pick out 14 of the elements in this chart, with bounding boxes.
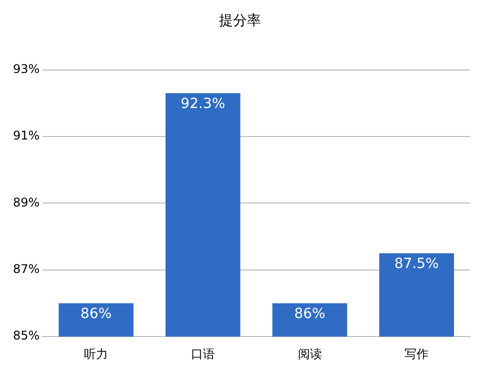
y-tick-label: 89%: [13, 195, 40, 210]
data-label: 92.3%: [180, 96, 226, 112]
y-tick-label: 93%: [13, 62, 40, 76]
x-tick-label: 写作: [404, 346, 429, 361]
y-tick-label: 85%: [13, 328, 40, 343]
data-label: 86%: [294, 306, 326, 322]
data-label: 87.5%: [394, 256, 439, 272]
y-tick-label: 87%: [13, 262, 40, 276]
x-tick-label: 阅读: [298, 346, 322, 361]
y-tick-label: 91%: [13, 128, 40, 143]
x-tick-label: 听力: [84, 346, 108, 361]
x-tick-label: 口语: [190, 346, 215, 361]
chart-title: 提分率: [219, 13, 261, 30]
data-label: 86%: [80, 306, 112, 322]
